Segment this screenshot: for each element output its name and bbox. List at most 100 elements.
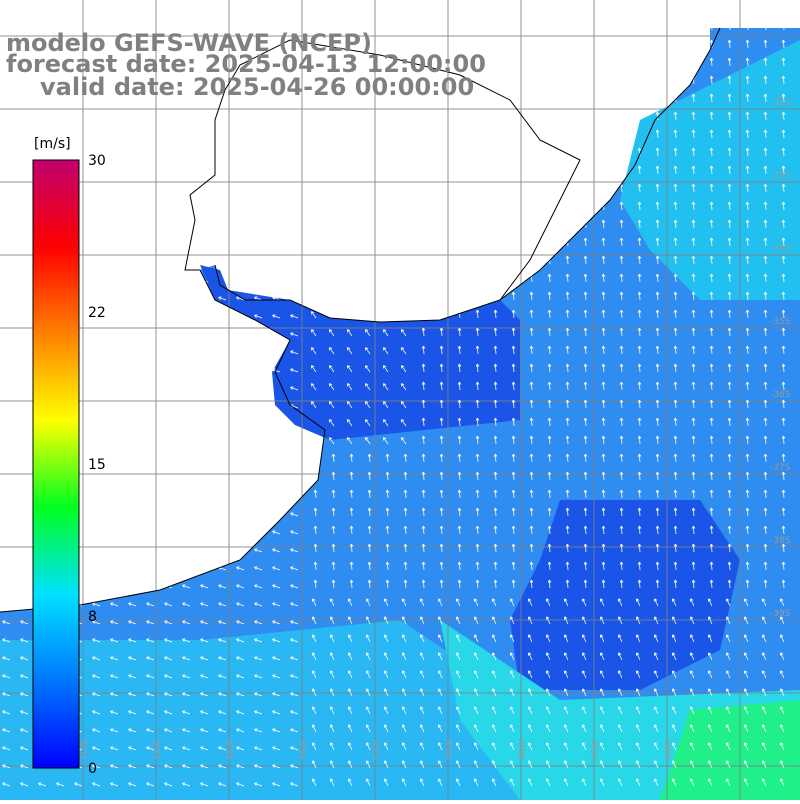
wave-arrow — [709, 507, 714, 517]
wave-arrow — [601, 561, 606, 571]
wave-arrow — [637, 237, 642, 247]
wave-arrow — [383, 778, 389, 787]
wave-arrow — [547, 453, 552, 463]
wave-arrow — [437, 724, 443, 733]
wave-arrow — [365, 724, 371, 733]
wave-arrow — [673, 435, 678, 445]
wave-arrow — [311, 598, 317, 607]
wave-arrow — [565, 309, 570, 319]
wave-arrow — [781, 579, 786, 589]
wave-arrow — [329, 652, 335, 661]
wave-arrow — [601, 399, 606, 409]
wave-arrow — [110, 674, 119, 679]
wave-arrow — [583, 291, 588, 301]
wave-arrow — [707, 706, 713, 715]
wave-arrow — [637, 561, 642, 571]
wave-arrow — [727, 255, 732, 265]
wave-arrow — [455, 778, 461, 787]
wave-arrow — [745, 237, 750, 247]
wave-arrow — [635, 670, 641, 679]
wave-arrow — [583, 471, 588, 481]
wave-arrow — [545, 598, 551, 607]
wave-arrow — [619, 345, 624, 355]
wave-arrow — [637, 489, 642, 499]
wave-arrow — [781, 381, 786, 391]
wave-arrow — [691, 543, 696, 553]
wave-arrow — [290, 710, 299, 715]
wave-arrow — [617, 634, 623, 643]
wave-arrow — [20, 656, 29, 661]
wave-arrow — [709, 75, 714, 85]
wave-arrow — [617, 688, 623, 697]
wave-arrow — [671, 688, 677, 697]
wave-arrow — [601, 237, 606, 247]
wave-arrow — [743, 616, 749, 625]
wave-arrow — [2, 656, 11, 661]
wave-arrow — [311, 778, 317, 787]
wave-arrow — [347, 383, 353, 391]
wave-arrow — [781, 183, 786, 193]
wave-arrow — [781, 147, 786, 157]
wave-arrow — [707, 652, 713, 661]
wave-arrow — [367, 561, 372, 571]
wave-arrow — [254, 656, 263, 661]
wave-arrow — [655, 219, 660, 229]
wave-arrow — [745, 129, 750, 139]
wave-arrow — [563, 724, 569, 733]
wave-arrow — [581, 670, 587, 679]
wave-arrow — [347, 778, 353, 787]
wave-arrow — [365, 365, 371, 373]
wave-arrow — [655, 165, 660, 175]
wave-arrow — [311, 329, 317, 337]
wave-arrow — [20, 692, 29, 697]
wave-arrow — [763, 381, 768, 391]
wave-arrow — [671, 778, 677, 787]
wave-arrow — [563, 634, 569, 643]
wave-arrow — [583, 309, 588, 319]
wave-arrow — [763, 129, 768, 139]
colorbar-tick-label: 30 — [88, 153, 106, 169]
wave-arrow — [401, 760, 407, 769]
wave-arrow — [673, 381, 678, 391]
wave-arrow — [745, 435, 750, 445]
wave-arrow — [493, 525, 498, 535]
wave-arrow — [635, 742, 641, 751]
wave-arrow — [727, 489, 732, 499]
wave-arrow — [581, 706, 587, 715]
wave-arrow — [511, 525, 516, 535]
wave-arrow — [401, 401, 407, 409]
wave-arrow — [200, 692, 209, 697]
wave-arrow — [763, 561, 768, 571]
wave-arrow — [727, 201, 732, 211]
wave-arrow — [673, 129, 678, 139]
wave-arrow — [565, 399, 570, 409]
wave-arrow — [473, 616, 479, 625]
wave-arrow — [745, 561, 750, 571]
wave-arrow — [200, 602, 209, 607]
wave-arrow — [743, 706, 749, 715]
wave-arrow — [707, 742, 713, 751]
wave-arrow — [689, 670, 695, 679]
wave-arrow — [691, 453, 696, 463]
wave-arrow — [383, 437, 389, 445]
wave-arrow — [673, 111, 678, 121]
wave-arrow — [200, 746, 209, 751]
longitude-label: 52W — [372, 740, 382, 760]
wave-arrow — [761, 688, 767, 697]
wave-arrow — [617, 724, 623, 733]
wave-arrow — [563, 688, 569, 697]
wave-arrow — [637, 417, 642, 427]
wave-arrow — [511, 363, 516, 373]
wave-arrow — [491, 724, 497, 733]
wave-arrow — [272, 368, 281, 373]
wave-arrow — [493, 417, 498, 427]
wave-arrow — [763, 417, 768, 427]
wave-arrow — [583, 489, 588, 499]
wave-arrow — [2, 638, 11, 643]
wave-arrow — [383, 347, 389, 355]
wave-arrow — [673, 219, 678, 229]
wave-arrow — [599, 778, 605, 787]
wave-arrow — [493, 507, 498, 517]
wave-arrow — [743, 634, 749, 643]
